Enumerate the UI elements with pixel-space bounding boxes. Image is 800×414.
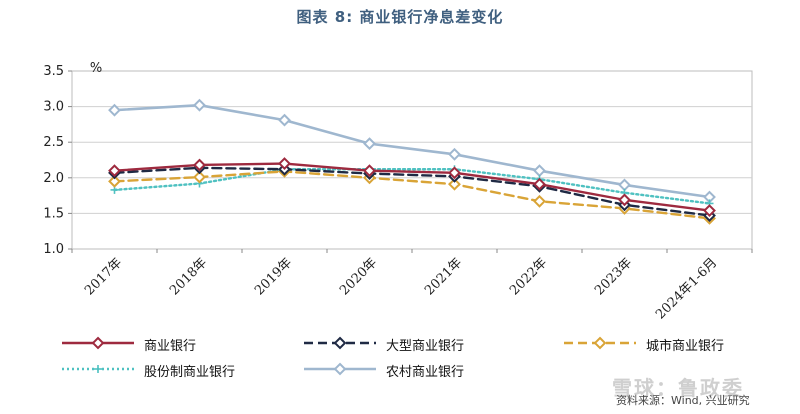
data-point [108,164,121,178]
data-point [448,177,461,191]
legend-label: 大型商业银行 [386,339,465,354]
data-point [363,164,376,178]
y-tick-label: 3.0 [43,100,64,115]
series-line [113,166,711,217]
data-point [278,113,291,127]
data-point [193,98,206,112]
data-point [448,147,461,161]
series-line [113,162,711,212]
series-line [113,170,711,220]
y-tick-label: 1.0 [43,242,64,257]
legend-label: 城市商业银行 [646,339,725,354]
legend-label: 商业银行 [144,339,197,354]
data-point [193,170,206,184]
legend-label: 股份制商业银行 [144,365,236,380]
y-tick-label: 2.0 [43,171,64,186]
series-line [113,103,711,199]
chart-title: 图表 8: 商业银行净息差变化 [296,8,504,26]
legend-swatch [62,365,134,373]
legend-marker [333,336,347,350]
legend-marker [593,336,607,350]
data-point [448,166,461,180]
legend-marker [333,362,347,376]
legend-swatch [564,336,636,350]
data-point [278,157,291,170]
line-chart: 1.01.52.02.53.03.5 %2017年 2018年 2019年 2020年 2… [43,61,753,322]
legend-swatch [304,362,376,376]
series-商业银行 [108,157,716,217]
watermark: 雪球：鲁政委 [612,376,744,400]
legend-marker [91,336,105,350]
data-point [618,193,631,207]
source-note: 资料来源：Wind, 兴业研究 [616,394,750,407]
y-tick-label: 2.5 [43,135,64,150]
data-point [193,158,206,172]
data-point [108,103,121,117]
legend-swatch [62,336,134,350]
y-axis-unit: % [90,61,102,76]
y-tick-label: 1.5 [43,206,64,221]
series-line [113,168,711,205]
data-point [533,177,546,191]
data-point [703,204,716,217]
data-point [533,194,546,208]
legend-swatch [304,336,376,350]
y-tick-label: 3.5 [43,64,64,79]
data-point [363,137,376,151]
legend-label: 农村商业银行 [386,365,465,380]
data-point [108,174,121,188]
